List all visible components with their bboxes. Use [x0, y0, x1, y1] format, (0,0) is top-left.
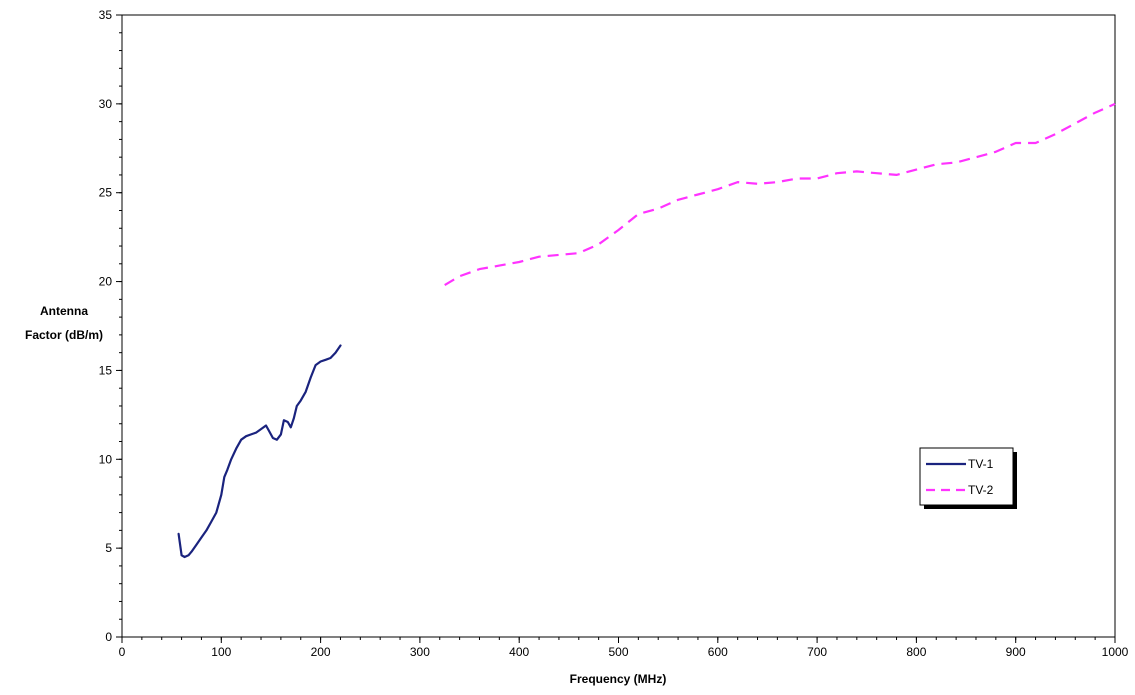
x-tick-label: 200: [311, 645, 331, 659]
y-axis-title-line-2: Factor (dB/m): [25, 328, 103, 342]
x-tick-label: 300: [410, 645, 430, 659]
y-tick-label: 5: [105, 541, 112, 555]
legend: TV-1 TV-2: [919, 447, 1017, 509]
series-lines: [177, 102, 1116, 559]
x-tick-label: 800: [906, 645, 926, 659]
x-tick-label: 600: [708, 645, 728, 659]
y-axis-title-line-1: Antenna: [40, 304, 88, 318]
series-line-tv-2: [444, 102, 1116, 287]
legend-label-tv-1: TV-1: [968, 457, 994, 471]
y-tick-label: 20: [99, 275, 113, 289]
x-tick-label: 900: [1006, 645, 1026, 659]
axis-titles: Antenna Factor (dB/m) Frequency (MHz): [25, 304, 666, 686]
x-tick-label: 1000: [1102, 645, 1129, 659]
x-tick-label: 700: [807, 645, 827, 659]
y-tick-label: 15: [99, 363, 113, 377]
y-tick-label: 10: [99, 452, 113, 466]
x-axis-title: Frequency (MHz): [570, 672, 667, 686]
y-tick-label: 30: [99, 97, 113, 111]
x-tick-label: 0: [119, 645, 126, 659]
x-tick-label: 500: [608, 645, 628, 659]
y-tick-label: 25: [99, 186, 113, 200]
tick-labels: 0 100 200 300 400 500 600 700 800 900 1000 0 5 10 15 20…: [99, 8, 1129, 659]
legend-box: [919, 447, 1014, 506]
axes: [116, 14, 1116, 643]
plot-frame: [121, 14, 1116, 638]
x-tick-label: 400: [509, 645, 529, 659]
y-tick-label: 35: [99, 8, 113, 22]
legend-label-tv-2: TV-2: [968, 483, 994, 497]
series-line-tv-1: [177, 344, 342, 559]
y-tick-label: 0: [105, 630, 112, 644]
x-tick-label: 100: [211, 645, 231, 659]
